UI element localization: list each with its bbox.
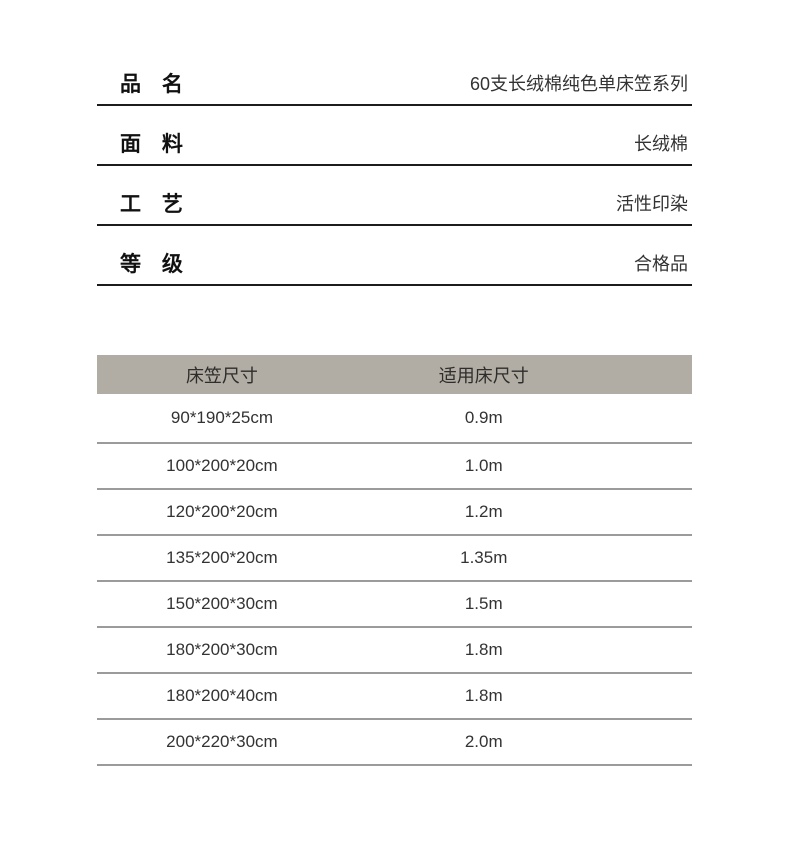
product-spec-sheet: 品 名 60支长绒棉纯色单床笠系列 面 料 长绒棉 工 艺 活性印染 等 级 合… <box>97 0 692 766</box>
spec-label: 面 料 <box>120 133 184 156</box>
spec-row: 工 艺 活性印染 <box>97 166 692 226</box>
table-row: 100*200*20cm 1.0m <box>97 444 692 490</box>
spec-value: 长绒棉 <box>634 134 688 155</box>
fitted-sheet-size-cell: 180*200*40cm <box>166 686 278 705</box>
col-header-fitted-sheet-size: 床笠尺寸 <box>185 365 258 386</box>
fitted-sheet-size-cell: 180*200*30cm <box>166 640 278 659</box>
fitted-sheet-size-cell: 150*200*30cm <box>166 594 278 613</box>
spec-label: 品 名 <box>120 73 184 96</box>
bed-size-cell: 1.2m <box>464 502 503 521</box>
table-row: 120*200*20cm 1.2m <box>97 490 692 536</box>
fitted-sheet-size-cell: 100*200*20cm <box>166 456 278 475</box>
bed-size-cell: 1.0m <box>464 456 503 475</box>
table-row: 150*200*30cm 1.5m <box>97 582 692 628</box>
spec-row: 面 料 长绒棉 <box>97 106 692 166</box>
bed-size-cell: 1.8m <box>464 640 503 659</box>
fitted-sheet-size-cell: 135*200*20cm <box>166 548 278 567</box>
table-row: 200*220*30cm 2.0m <box>97 720 692 766</box>
spec-value: 60支长绒棉纯色单床笠系列 <box>469 74 688 95</box>
spec-value: 合格品 <box>634 254 688 275</box>
spec-row: 品 名 60支长绒棉纯色单床笠系列 <box>97 46 692 106</box>
fitted-sheet-size-cell: 200*220*30cm <box>166 732 278 751</box>
bed-size-cell: 0.9m <box>464 408 503 427</box>
table-row: 90*190*25cm 0.9m <box>97 394 692 444</box>
spec-label: 工 艺 <box>120 193 184 216</box>
fitted-sheet-size-cell: 120*200*20cm <box>166 502 278 521</box>
bed-size-cell: 2.0m <box>464 732 503 751</box>
spec-row: 等 级 合格品 <box>97 226 692 286</box>
spec-label: 等 级 <box>120 253 184 276</box>
size-table: 床笠尺寸 适用床尺寸 90*190*25cm 0.9m 100*200*20cm… <box>97 355 692 766</box>
bed-size-cell: 1.35m <box>460 548 508 567</box>
spec-value: 活性印染 <box>616 194 688 215</box>
bed-size-cell: 1.5m <box>464 594 503 613</box>
col-header-applicable-bed-size: 适用床尺寸 <box>438 365 529 386</box>
fitted-sheet-size-cell: 90*190*25cm <box>170 408 273 427</box>
table-row: 135*200*20cm 1.35m <box>97 536 692 582</box>
bed-size-cell: 1.8m <box>464 686 503 705</box>
size-table-body: 90*190*25cm 0.9m 100*200*20cm 1.0m 120*2… <box>97 394 692 766</box>
table-row: 180*200*30cm 1.8m <box>97 628 692 674</box>
size-table-header: 床笠尺寸 适用床尺寸 <box>97 355 692 394</box>
spec-list: 品 名 60支长绒棉纯色单床笠系列 面 料 长绒棉 工 艺 活性印染 等 级 合… <box>97 46 692 286</box>
table-row: 180*200*40cm 1.8m <box>97 674 692 720</box>
